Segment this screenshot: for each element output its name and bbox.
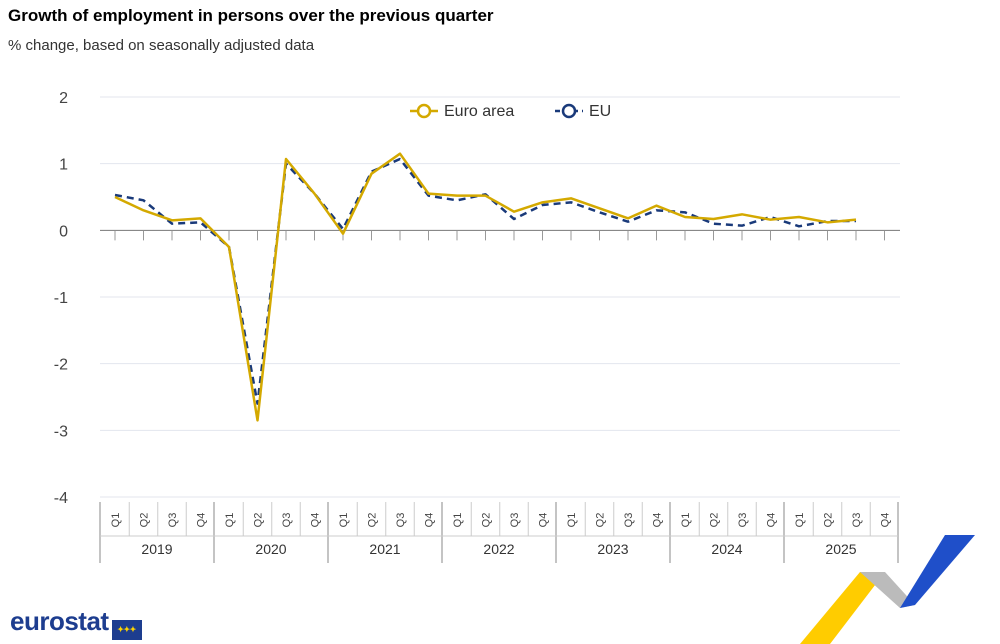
year-label: 2021 (369, 541, 400, 557)
quarter-label: Q4 (196, 513, 208, 528)
y-tick-label: -2 (54, 357, 68, 374)
quarter-label: Q2 (823, 513, 835, 528)
quarter-label: Q4 (310, 513, 322, 528)
quarter-label: Q3 (509, 513, 521, 528)
ribbon-decoration (860, 572, 915, 608)
quarter-label: Q4 (766, 513, 778, 528)
legend-label: Euro area (444, 103, 514, 120)
quarter-label: Q3 (281, 513, 293, 528)
quarter-label: Q1 (680, 513, 692, 528)
year-label: 2025 (825, 541, 856, 557)
quarter-label: Q4 (424, 513, 436, 528)
quarter-label: Q1 (110, 513, 122, 528)
legend-marker (561, 103, 577, 119)
year-label: 2024 (711, 541, 742, 557)
quarter-label: Q2 (595, 513, 607, 528)
quarter-label: Q2 (139, 513, 151, 528)
quarter-label: Q4 (538, 513, 550, 528)
ribbon-decoration (800, 572, 885, 644)
y-tick-label: 2 (59, 90, 68, 107)
legend-marker (416, 103, 432, 119)
chart-subtitle: % change, based on seasonally adjusted d… (8, 37, 315, 54)
y-tick-label: -4 (54, 490, 68, 507)
quarter-label: Q3 (851, 513, 863, 528)
quarter-label: Q1 (224, 513, 236, 528)
y-tick-label: -1 (54, 290, 68, 307)
quarter-label: Q2 (709, 513, 721, 528)
quarter-label: Q3 (623, 513, 635, 528)
eurostat-logo: eurostat ✦✦✦ (10, 606, 142, 640)
quarter-label: Q2 (481, 513, 493, 528)
y-tick-label: 1 (59, 157, 68, 174)
year-label: 2019 (141, 541, 172, 557)
quarter-label: Q3 (167, 513, 179, 528)
quarter-label: Q3 (395, 513, 407, 528)
eu-flag-icon: ✦✦✦ (111, 620, 142, 640)
quarter-label: Q2 (253, 513, 265, 528)
y-tick-label: -3 (54, 423, 68, 440)
year-label: 2020 (255, 541, 286, 557)
quarter-label: Q4 (652, 513, 664, 528)
series-line-euro-area (114, 152, 857, 422)
quarter-label: Q3 (737, 513, 749, 528)
year-label: 2022 (483, 541, 514, 557)
legend-label: EU (589, 103, 611, 120)
quarter-label: Q1 (452, 513, 464, 528)
ribbon-decoration (900, 535, 975, 608)
y-tick-label: 0 (59, 223, 68, 240)
quarter-label: Q1 (794, 513, 806, 528)
chart-title: Growth of employment in persons over the… (8, 6, 494, 25)
quarter-label: Q1 (566, 513, 578, 528)
year-label: 2023 (597, 541, 628, 557)
quarter-label: Q1 (338, 513, 350, 528)
quarter-label: Q2 (367, 513, 379, 528)
quarter-label: Q4 (880, 513, 892, 528)
